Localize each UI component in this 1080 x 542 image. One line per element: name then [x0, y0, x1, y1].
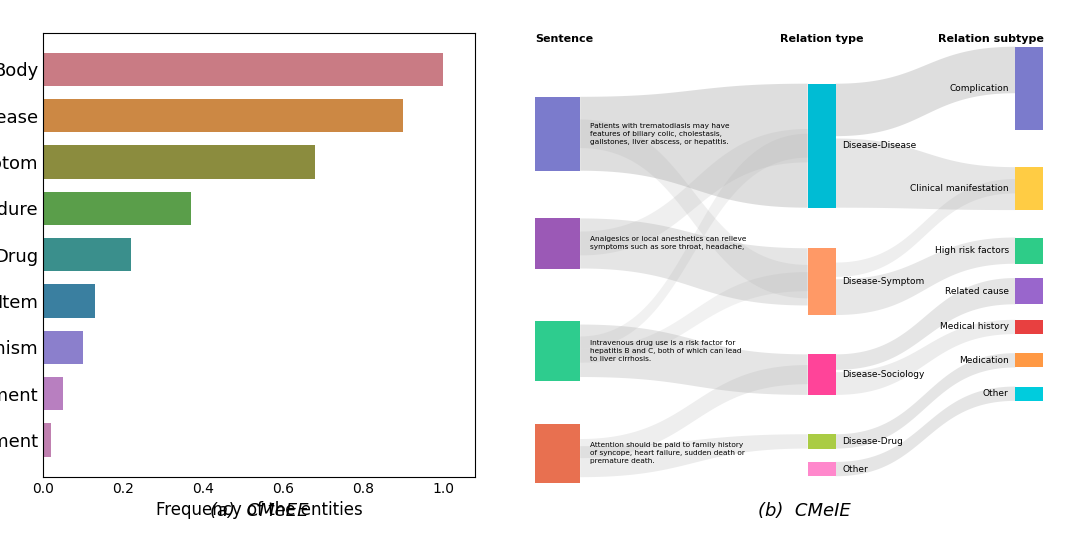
- Bar: [536, 423, 580, 483]
- Polygon shape: [836, 386, 1015, 476]
- Text: High risk factors: High risk factors: [934, 246, 1009, 255]
- Text: Complication: Complication: [949, 84, 1009, 93]
- Text: Disease-Symptom: Disease-Symptom: [842, 277, 924, 286]
- Bar: [43, 99, 403, 132]
- Bar: [808, 248, 836, 315]
- Bar: [808, 83, 836, 208]
- Bar: [536, 218, 580, 268]
- Polygon shape: [580, 134, 808, 349]
- Bar: [536, 97, 580, 171]
- Text: Clinical manifestation: Clinical manifestation: [910, 184, 1009, 193]
- Polygon shape: [580, 218, 808, 306]
- Bar: [43, 145, 315, 179]
- Polygon shape: [836, 320, 1015, 395]
- X-axis label: Frequency of the entities: Frequency of the entities: [156, 501, 363, 519]
- Text: Relation subtype: Relation subtype: [937, 34, 1043, 43]
- Text: Medication: Medication: [959, 356, 1009, 365]
- Bar: [1015, 167, 1043, 210]
- Bar: [43, 53, 443, 86]
- Polygon shape: [836, 353, 1015, 449]
- Polygon shape: [836, 237, 1015, 315]
- Text: Attention should be paid to family history
of syncope, heart failure, sudden dea: Attention should be paid to family histo…: [591, 442, 745, 464]
- Text: Other: Other: [842, 464, 868, 474]
- Polygon shape: [580, 83, 808, 208]
- Text: Other: Other: [983, 389, 1009, 398]
- Polygon shape: [580, 365, 808, 458]
- Bar: [808, 354, 836, 395]
- Bar: [1015, 353, 1043, 367]
- Bar: [43, 285, 95, 318]
- Text: Relation type: Relation type: [780, 34, 863, 43]
- Bar: [1015, 278, 1043, 304]
- Bar: [1015, 386, 1043, 401]
- Bar: [808, 434, 836, 449]
- Bar: [43, 377, 64, 410]
- Text: (a)  CMeEE: (a) CMeEE: [210, 502, 309, 520]
- Polygon shape: [836, 278, 1015, 370]
- Polygon shape: [836, 139, 1015, 210]
- Bar: [808, 462, 836, 476]
- Bar: [1015, 237, 1043, 264]
- Bar: [1015, 320, 1043, 334]
- Text: Sentence: Sentence: [536, 34, 593, 43]
- Bar: [1015, 47, 1043, 130]
- Bar: [43, 238, 131, 272]
- Bar: [536, 321, 580, 380]
- Bar: [43, 331, 83, 364]
- Text: Disease-Drug: Disease-Drug: [842, 437, 903, 446]
- Polygon shape: [580, 434, 808, 477]
- Text: Analgesics or local anesthetics can relieve
symptoms such as sore throat, headac: Analgesics or local anesthetics can reli…: [591, 236, 746, 250]
- Polygon shape: [836, 179, 1015, 277]
- Polygon shape: [836, 47, 1015, 136]
- Text: (b)  CMeIE: (b) CMeIE: [758, 502, 851, 520]
- Text: Disease-Disease: Disease-Disease: [842, 141, 917, 150]
- Polygon shape: [580, 129, 808, 255]
- Bar: [43, 192, 191, 225]
- Bar: [43, 423, 51, 457]
- Text: Intravenous drug use is a risk factor for
hepatitis B and C, both of which can l: Intravenous drug use is a risk factor fo…: [591, 340, 742, 362]
- Polygon shape: [580, 325, 808, 395]
- Text: Medical history: Medical history: [940, 322, 1009, 332]
- Text: Disease-Sociology: Disease-Sociology: [842, 370, 924, 379]
- Polygon shape: [580, 272, 808, 363]
- Text: Patients with trematodiasis may have
features of biliary colic, cholestasis,
gal: Patients with trematodiasis may have fea…: [591, 123, 730, 145]
- Polygon shape: [580, 119, 808, 298]
- Text: Related cause: Related cause: [945, 287, 1009, 296]
